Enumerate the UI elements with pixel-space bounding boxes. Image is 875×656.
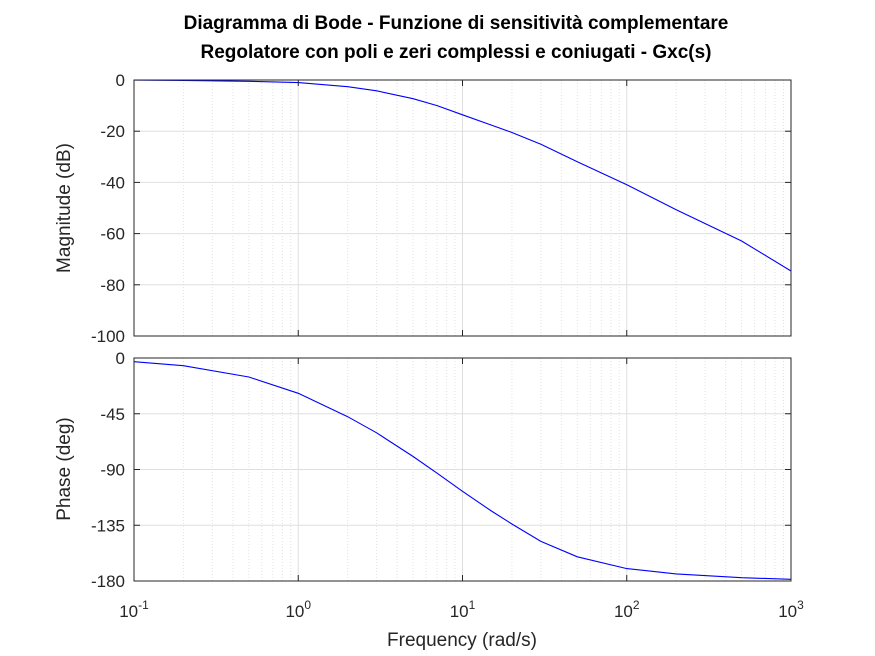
- magnitude-y-ticks: 0 -20 -40 -60 -80 -100: [91, 71, 792, 346]
- magnitude-y-tick-label: -20: [100, 122, 125, 141]
- phase-y-ticks: 0 -45 -90 -135 -180: [91, 349, 792, 591]
- magnitude-y-axis-label: Magnitude (dB): [54, 143, 75, 273]
- magnitude-y-tick-label: -100: [91, 327, 125, 346]
- x-tick-label: 101: [450, 598, 476, 621]
- magnitude-y-tick-label: 0: [116, 71, 125, 90]
- chart-title-line-2: Regolatore con poli e zeri complessi e c…: [200, 42, 711, 63]
- phase-y-axis-label: Phase (deg): [54, 417, 75, 521]
- x-tick-labels: 10-1 100 101 102 103: [119, 598, 804, 621]
- x-tick-label: 103: [778, 598, 804, 621]
- magnitude-y-tick-label: -60: [100, 225, 125, 244]
- x-tick-label: 10-1: [119, 598, 149, 621]
- magnitude-y-tick-label: -40: [100, 173, 125, 192]
- chart-title-line-1: Diagramma di Bode - Funzione di sensitiv…: [184, 13, 729, 34]
- magnitude-axes: 0 -20 -40 -60 -80 -100 Magnitude (dB): [54, 71, 792, 346]
- phase-y-tick-label: -180: [91, 572, 125, 591]
- x-tick-label: 100: [285, 598, 311, 621]
- phase-y-tick-label: -135: [91, 516, 125, 535]
- magnitude-series-line: [133, 79, 792, 272]
- phase-y-tick-label: -90: [100, 461, 125, 480]
- magnitude-y-tick-label: -80: [100, 276, 125, 295]
- x-tick-label: 102: [614, 598, 640, 621]
- phase-y-tick-label: 0: [116, 349, 125, 368]
- phase-series-line: [133, 361, 792, 580]
- x-axis-label: Frequency (rad/s): [387, 630, 537, 651]
- phase-axes: 0 -45 -90 -135 -180 Phase (deg): [54, 349, 792, 591]
- phase-y-tick-label: -45: [100, 405, 125, 424]
